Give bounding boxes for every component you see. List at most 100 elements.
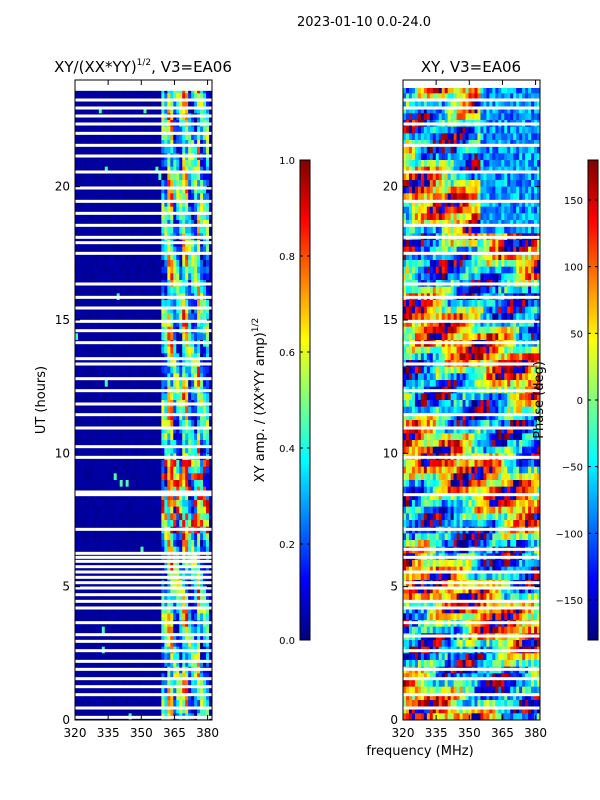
left-heatmap-cell xyxy=(194,266,198,274)
left-heatmap-cell xyxy=(182,493,186,501)
left-heatmap-cell xyxy=(194,353,198,361)
left-heatmap-cell xyxy=(110,500,115,508)
left-heatmap-cell xyxy=(104,166,109,174)
left-heatmap-cell xyxy=(167,146,171,154)
right-heatmap-cell xyxy=(537,93,540,101)
left-heatmap-cell xyxy=(86,560,91,568)
right-heatmap-cell xyxy=(411,153,416,161)
left-heatmap-cell xyxy=(176,560,180,568)
left-heatmap-cell xyxy=(95,686,100,694)
left-heatmap-cell xyxy=(146,566,150,574)
left-heatmap-cell xyxy=(200,333,204,341)
left-heatmap-cell xyxy=(104,353,109,361)
right-heatmap-cell xyxy=(403,113,407,121)
left-heatmap-cell xyxy=(113,140,118,148)
left-heatmap-cell xyxy=(101,673,106,681)
right-heatmap-cell xyxy=(468,146,472,154)
left-heatmap-cell xyxy=(110,306,115,314)
left-heatmap-cell xyxy=(149,286,153,294)
right-heatmap-cell xyxy=(537,106,540,114)
left-heatmap-cell xyxy=(143,193,147,201)
left-heatmap-cell xyxy=(128,446,132,454)
left-heatmap-cell xyxy=(107,226,112,234)
left-heatmap-cell xyxy=(86,586,91,594)
left-heatmap-cell xyxy=(170,380,174,388)
left-heatmap-cell xyxy=(167,253,171,261)
left-heatmap-cell xyxy=(134,246,138,254)
left-heatmap-cell xyxy=(146,220,150,228)
left-heatmap-cell xyxy=(89,660,94,668)
left-heatmap-cell xyxy=(116,506,121,514)
left-heatmap-cell xyxy=(92,533,97,541)
left-heatmap-cell xyxy=(137,393,141,401)
left-heatmap-cell xyxy=(209,673,212,681)
left-heatmap-cell xyxy=(119,706,124,714)
left-heatmap-cell xyxy=(110,653,115,661)
left-heatmap-cell xyxy=(185,393,189,401)
right-heatmap-cell xyxy=(447,126,452,134)
right-heatmap-cell xyxy=(441,133,446,141)
left-heatmap-cell xyxy=(188,173,192,181)
left-heatmap-cell xyxy=(122,160,127,168)
left-heatmap-cell xyxy=(134,146,138,154)
right-heatmap-cell xyxy=(438,106,443,114)
left-heatmap-cell xyxy=(182,486,186,494)
left-heatmap-cell xyxy=(179,426,183,434)
left-heatmap-cell xyxy=(164,460,168,468)
left-flagged-gap xyxy=(75,131,212,135)
right-heatmap-cell xyxy=(429,86,434,94)
left-heatmap-cell xyxy=(122,226,127,234)
left-heatmap-cell xyxy=(140,220,144,228)
left-heatmap-cell xyxy=(83,640,88,648)
left-flagged-gap xyxy=(75,639,212,643)
right-heatmap-cell xyxy=(498,140,502,148)
right-heatmap-cell xyxy=(450,113,455,121)
left-heatmap-cell xyxy=(128,533,132,541)
left-heatmap-cell xyxy=(194,186,198,194)
left-heatmap-cell xyxy=(104,600,109,608)
left-heatmap-cell xyxy=(113,200,118,208)
left-heatmap-cell xyxy=(155,313,159,321)
left-heatmap-cell xyxy=(107,413,112,421)
left-heatmap-cell xyxy=(170,406,174,414)
left-heatmap-cell xyxy=(140,513,144,521)
left-heatmap-cell xyxy=(122,380,127,388)
left-heatmap-cell xyxy=(203,486,207,494)
left-heatmap-cell xyxy=(98,253,103,261)
left-heatmap-cell xyxy=(110,446,115,454)
left-heatmap-cell xyxy=(95,353,100,361)
left-heatmap-cell xyxy=(182,500,186,508)
right-heatmap-cell xyxy=(495,146,499,154)
left-heatmap-cell xyxy=(77,300,82,308)
left-heatmap-cell xyxy=(75,486,79,494)
left-heatmap-cell xyxy=(149,126,153,134)
left-heatmap-cell xyxy=(101,106,106,114)
left-heatmap-cell xyxy=(188,146,192,154)
left-heatmap-cell xyxy=(140,333,144,341)
right-heatmap-cell xyxy=(423,126,428,134)
left-heatmap-cell xyxy=(86,493,91,501)
left-heatmap-cell xyxy=(122,206,127,214)
left-heatmap-cell xyxy=(164,520,168,528)
left-heatmap-cell xyxy=(152,506,156,514)
left-heatmap-cell xyxy=(200,686,204,694)
left-heatmap-cell xyxy=(95,406,100,414)
right-heatmap-cell xyxy=(465,133,469,141)
left-heatmap-cell xyxy=(86,366,91,374)
right-heatmap-cell xyxy=(522,146,526,154)
left-heatmap-cell xyxy=(107,253,112,261)
right-heatmap-cell xyxy=(501,133,505,141)
left-heatmap-cell xyxy=(104,566,109,574)
left-heatmap-cell xyxy=(137,546,141,554)
left-heatmap-cell xyxy=(188,706,192,714)
left-heatmap-cell xyxy=(75,346,79,354)
left-heatmap-cell xyxy=(185,560,189,568)
left-heatmap-cell xyxy=(125,633,130,641)
left-heatmap-cell xyxy=(188,586,192,594)
left-heatmap-cell xyxy=(152,653,156,661)
left-heatmap-cell xyxy=(206,186,210,194)
left-heatmap-cell xyxy=(98,653,103,661)
left-heatmap-cell xyxy=(170,520,174,528)
left-heatmap-cell xyxy=(206,533,210,541)
left-heatmap-cell xyxy=(206,486,210,494)
